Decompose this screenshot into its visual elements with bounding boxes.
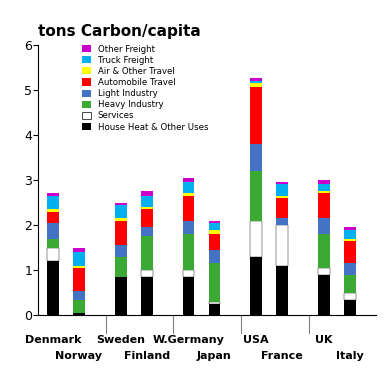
Bar xyxy=(47,209,59,211)
Bar xyxy=(141,196,152,207)
Bar xyxy=(183,182,194,194)
Bar xyxy=(73,252,85,266)
Bar xyxy=(276,266,288,315)
Bar xyxy=(318,191,330,194)
Bar xyxy=(344,239,356,241)
Bar xyxy=(250,81,262,83)
Bar xyxy=(344,241,356,263)
Bar xyxy=(73,266,85,268)
Bar xyxy=(276,218,288,225)
Text: Sweden: Sweden xyxy=(96,335,145,345)
Bar xyxy=(276,182,288,184)
Bar xyxy=(141,227,152,236)
Bar xyxy=(250,257,262,315)
Bar xyxy=(183,194,194,196)
Bar xyxy=(141,209,152,227)
Bar xyxy=(183,178,194,182)
Bar xyxy=(250,78,262,81)
Bar xyxy=(115,205,127,218)
Text: Japan: Japan xyxy=(197,351,232,361)
Text: USA: USA xyxy=(243,335,269,345)
Bar xyxy=(276,225,288,266)
Bar xyxy=(47,196,59,209)
Text: Norway: Norway xyxy=(55,351,103,361)
Bar xyxy=(318,234,330,268)
Bar xyxy=(73,248,85,252)
Bar xyxy=(318,194,330,218)
Bar xyxy=(344,263,356,275)
Bar xyxy=(183,234,194,270)
Text: Italy: Italy xyxy=(336,351,364,361)
Bar xyxy=(73,299,85,313)
Bar xyxy=(141,207,152,209)
Bar xyxy=(115,218,127,220)
Bar xyxy=(115,277,127,315)
Bar xyxy=(115,257,127,277)
Bar xyxy=(115,245,127,257)
Bar xyxy=(183,220,194,234)
Bar xyxy=(209,304,220,315)
Text: Denmark: Denmark xyxy=(25,335,81,345)
Bar xyxy=(209,223,220,230)
Bar xyxy=(209,220,220,223)
Bar xyxy=(47,248,59,261)
Bar xyxy=(47,223,59,239)
Legend: Other Freight, Truck Freight, Air & Other Travel, Automobile Travel, Light Indus: Other Freight, Truck Freight, Air & Othe… xyxy=(82,45,209,132)
Bar xyxy=(209,234,220,250)
Bar xyxy=(209,263,220,302)
Bar xyxy=(73,268,85,290)
Bar xyxy=(344,299,356,315)
Bar xyxy=(209,302,220,304)
Bar xyxy=(141,191,152,196)
Bar xyxy=(47,261,59,315)
Bar xyxy=(73,290,85,299)
Bar xyxy=(141,236,152,270)
Bar xyxy=(318,180,330,184)
Text: tons Carbon/capita: tons Carbon/capita xyxy=(38,24,201,39)
Bar xyxy=(344,275,356,293)
Bar xyxy=(183,277,194,315)
Bar xyxy=(209,250,220,263)
Bar xyxy=(276,196,288,198)
Bar xyxy=(73,313,85,315)
Bar xyxy=(47,239,59,248)
Text: Finland: Finland xyxy=(124,351,170,361)
Bar xyxy=(344,230,356,239)
Bar xyxy=(250,220,262,257)
Bar xyxy=(115,203,127,205)
Bar xyxy=(250,144,262,171)
Bar xyxy=(318,275,330,315)
Bar xyxy=(318,218,330,234)
Bar xyxy=(344,293,356,299)
Bar xyxy=(250,88,262,144)
Bar xyxy=(183,270,194,277)
Bar xyxy=(115,220,127,245)
Text: W.Germany: W.Germany xyxy=(152,335,225,345)
Bar xyxy=(47,211,59,223)
Bar xyxy=(183,196,194,220)
Bar xyxy=(47,194,59,196)
Bar xyxy=(141,277,152,315)
Bar xyxy=(344,227,356,230)
Bar xyxy=(250,83,262,88)
Bar xyxy=(318,184,330,191)
Bar xyxy=(141,270,152,277)
Bar xyxy=(250,171,262,220)
Bar xyxy=(276,198,288,218)
Bar xyxy=(318,268,330,275)
Text: UK: UK xyxy=(315,335,333,345)
Bar xyxy=(276,184,288,196)
Text: France: France xyxy=(262,351,303,361)
Bar xyxy=(209,230,220,234)
